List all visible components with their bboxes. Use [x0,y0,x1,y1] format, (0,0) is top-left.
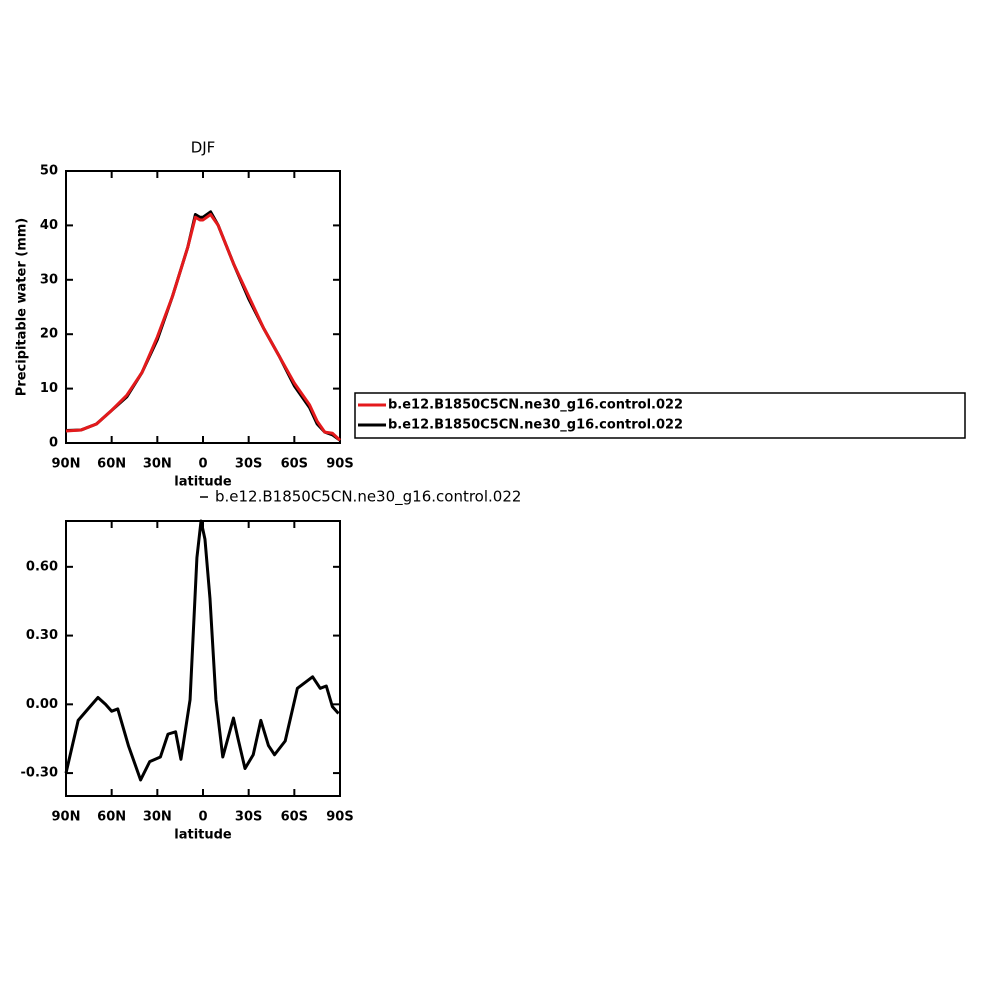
y-tick-label: 0.30 [26,628,58,643]
x-axis-label: latitude [174,828,232,843]
x-tick-label: 60S [281,810,308,825]
x-tick-label: 90N [52,810,81,825]
x-tick-label: 60N [97,810,126,825]
x-tick-label: 30S [235,810,262,825]
series-line [65,213,342,442]
x-tick-label: 0 [198,810,207,825]
x-tick-label: 90N [52,457,81,472]
y-tick-label: 0.60 [26,559,58,574]
y-tick-label: 30 [40,272,58,287]
x-tick-label: 60S [281,457,308,472]
series-line [65,210,341,442]
legend-label: b.e12.B1850C5CN.ne30_g16.control.022 [388,418,683,433]
x-tick-label: 90S [326,457,353,472]
x-tick-label: 30N [143,810,172,825]
legend-box [354,392,966,439]
x-tick-label: 0 [198,457,207,472]
legend-label: b.e12.B1850C5CN.ne30_g16.control.022 [388,398,683,413]
x-tick-label: 90S [326,810,353,825]
series-line [64,519,340,782]
y-tick-label: 10 [40,381,58,396]
y-tick-label: 40 [40,218,58,233]
x-axis-label: latitude [174,475,232,490]
y-tick-label: 0.00 [26,697,58,712]
x-tick-label: 30S [235,457,262,472]
x-tick-label: 60N [97,457,126,472]
plot-frame [65,170,341,444]
y-tick-label: 20 [40,327,58,342]
chart-title: DJF [191,139,216,157]
y-axis-label: Precipitable water (mm) [15,218,30,397]
y-tick-label: -0.30 [21,766,58,781]
y-tick-label: 0 [49,436,58,451]
x-tick-label: 30N [143,457,172,472]
y-tick-label: 50 [40,164,58,179]
legend-label: b.e12.B1850C5CN.ne30_g16.control.022 [215,488,521,507]
plot-frame [65,520,341,797]
